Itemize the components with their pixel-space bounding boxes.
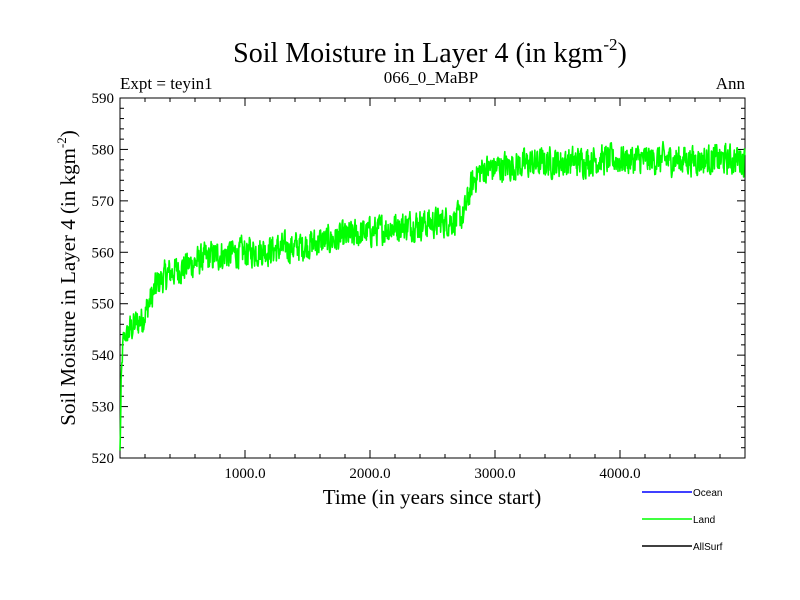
subtitle-center: 066_0_MaBP xyxy=(384,68,478,87)
legend-label-allsurf: AllSurf xyxy=(693,542,723,553)
x-tick-label: 4000.0 xyxy=(599,466,640,482)
y-tick-label: 560 xyxy=(92,245,115,261)
series-line-land xyxy=(119,140,746,451)
chart-title-main: Soil Moisture in Layer 4 (in kgm xyxy=(233,38,603,69)
x-tick-label: 3000.0 xyxy=(474,466,515,482)
chart-title: Soil Moisture in Layer 4 (in kgm-2) xyxy=(233,35,627,69)
subtitle-left: Expt = teyin1 xyxy=(120,74,213,93)
chart-title-sup: -2 xyxy=(603,35,617,54)
series-layer xyxy=(119,140,746,451)
y-tick-label: 590 xyxy=(92,91,115,107)
x-tick-label: 1000.0 xyxy=(224,466,265,482)
plot-area xyxy=(119,97,746,459)
legend: Ocean Land AllSurf xyxy=(642,488,723,553)
legend-label-ocean: Ocean xyxy=(693,488,722,499)
x-axis-label: Time (in years since start) xyxy=(323,485,542,509)
y-axis: 520 530 540 550 560 570 580 590 xyxy=(92,91,745,467)
y-tick-label: 550 xyxy=(92,297,115,313)
y-tick-label: 540 xyxy=(92,348,115,364)
y-axis-label: Soil Moisture in Layer 4 (in kgm-2) xyxy=(54,130,80,425)
y-tick-label: 530 xyxy=(92,400,115,416)
y-tick-label: 580 xyxy=(92,142,115,158)
y-axis-label-main: Soil Moisture in Layer 4 (in kgm xyxy=(56,148,80,426)
y-tick-label: 570 xyxy=(92,194,115,210)
y-tick-label: 520 xyxy=(92,451,115,467)
chart-title-close: ) xyxy=(618,38,627,69)
x-axis: 1000.0 2000.0 3000.0 4000.0 xyxy=(144,98,721,482)
subtitle-right: Ann xyxy=(716,74,746,93)
x-tick-label: 2000.0 xyxy=(349,466,390,482)
y-axis-label-sup: -2 xyxy=(54,137,69,148)
y-axis-label-close: ) xyxy=(56,130,80,137)
legend-label-land: Land xyxy=(693,515,715,526)
